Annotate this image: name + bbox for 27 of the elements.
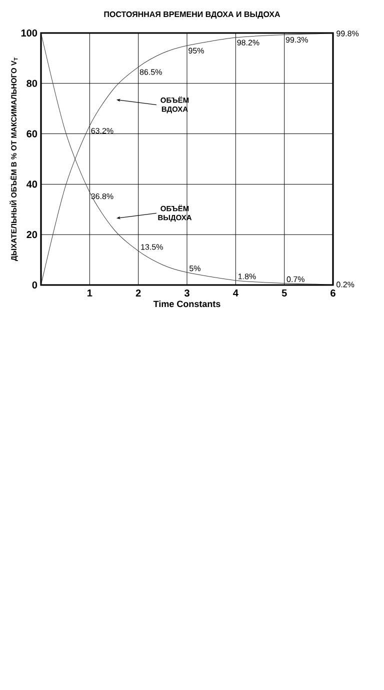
data-label: 0.2% — [336, 282, 354, 288]
data-label: 0.7% — [286, 276, 304, 282]
y-tick-label: 100 — [21, 29, 38, 37]
data-label: 13.5% — [141, 244, 163, 250]
data-label: 95% — [188, 48, 204, 54]
chart-title: ПОСТОЯННАЯ ВРЕМЕНИ ВДОХА И ВЫДОХА — [104, 11, 280, 19]
data-label: 36.8% — [91, 193, 114, 200]
x-tick-label: 6 — [330, 290, 336, 297]
y-tick-label: 80 — [26, 80, 38, 87]
data-label: 98.2% — [237, 40, 260, 46]
data-label: 99.8% — [336, 30, 359, 36]
x-tick-label: 5 — [282, 290, 287, 297]
x-axis-title: Time Constants — [153, 300, 220, 308]
data-label: 63.2% — [91, 128, 114, 134]
x-tick-label: 3 — [184, 290, 190, 297]
y-tick-label: 0 — [32, 281, 38, 289]
data-label: 5% — [190, 266, 200, 272]
data-label: 99.3% — [286, 36, 308, 43]
y-tick-label: 20 — [26, 231, 38, 238]
x-tick-label: 1 — [88, 290, 92, 296]
line-series — [40, 33, 334, 286]
x-tick-label: 4 — [233, 290, 238, 296]
y-tick-label: 60 — [26, 130, 38, 138]
data-label: 1.8% — [238, 274, 256, 280]
x-tick-label: 2 — [136, 290, 141, 297]
data-label: 86.5% — [140, 69, 162, 75]
y-tick-label: 40 — [26, 180, 38, 188]
